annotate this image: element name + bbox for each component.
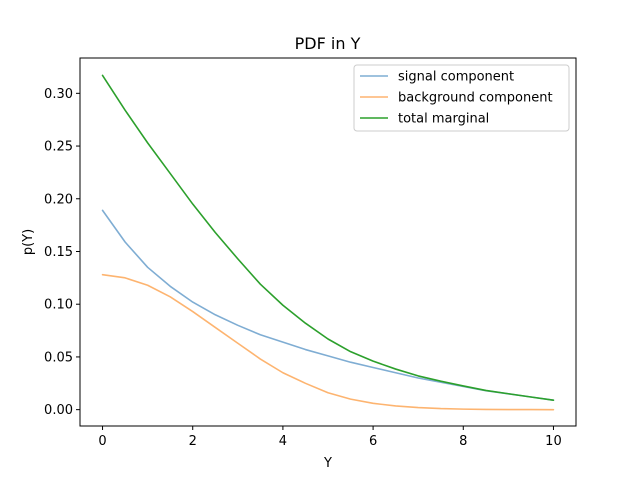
- plot-area: [101, 74, 555, 411]
- x-axis-label: Y: [323, 456, 332, 471]
- series-line-total-marginal: [101, 74, 555, 401]
- x-tick-label: 0: [98, 434, 106, 449]
- y-tick-label: 0.05: [44, 350, 73, 365]
- y-axis: 0.00 0.05 0.10 0.15 0.20 0.25 0.30: [44, 87, 80, 418]
- y-axis-label: p(Y): [21, 229, 36, 255]
- y-tick-label: 0.20: [44, 192, 73, 207]
- y-tick-label: 0.10: [44, 298, 73, 313]
- legend-label: total marginal: [398, 112, 489, 127]
- series-line-background-component: [101, 273, 555, 411]
- chart-title: PDF in Y: [295, 34, 361, 53]
- axes-frame: [79, 57, 577, 427]
- y-tick-label: 0.25: [44, 140, 73, 155]
- legend-label: signal component: [398, 70, 514, 85]
- x-tick-label: 2: [189, 434, 197, 449]
- x-tick-label: 10: [545, 434, 562, 449]
- y-tick-label: 0.00: [44, 403, 73, 418]
- series-line-signal-component: [101, 209, 555, 401]
- y-tick-label: 0.15: [44, 245, 73, 260]
- legend-label: background component: [398, 91, 553, 106]
- x-tick-label: 8: [459, 434, 467, 449]
- legend: signal component background component tota…: [353, 64, 570, 132]
- legend-box: [353, 64, 570, 132]
- x-tick-label: 4: [279, 434, 287, 449]
- x-tick-label: 6: [369, 434, 377, 449]
- x-axis: 0 2 4 6 8 10: [98, 426, 562, 449]
- y-tick-label: 0.30: [44, 87, 73, 102]
